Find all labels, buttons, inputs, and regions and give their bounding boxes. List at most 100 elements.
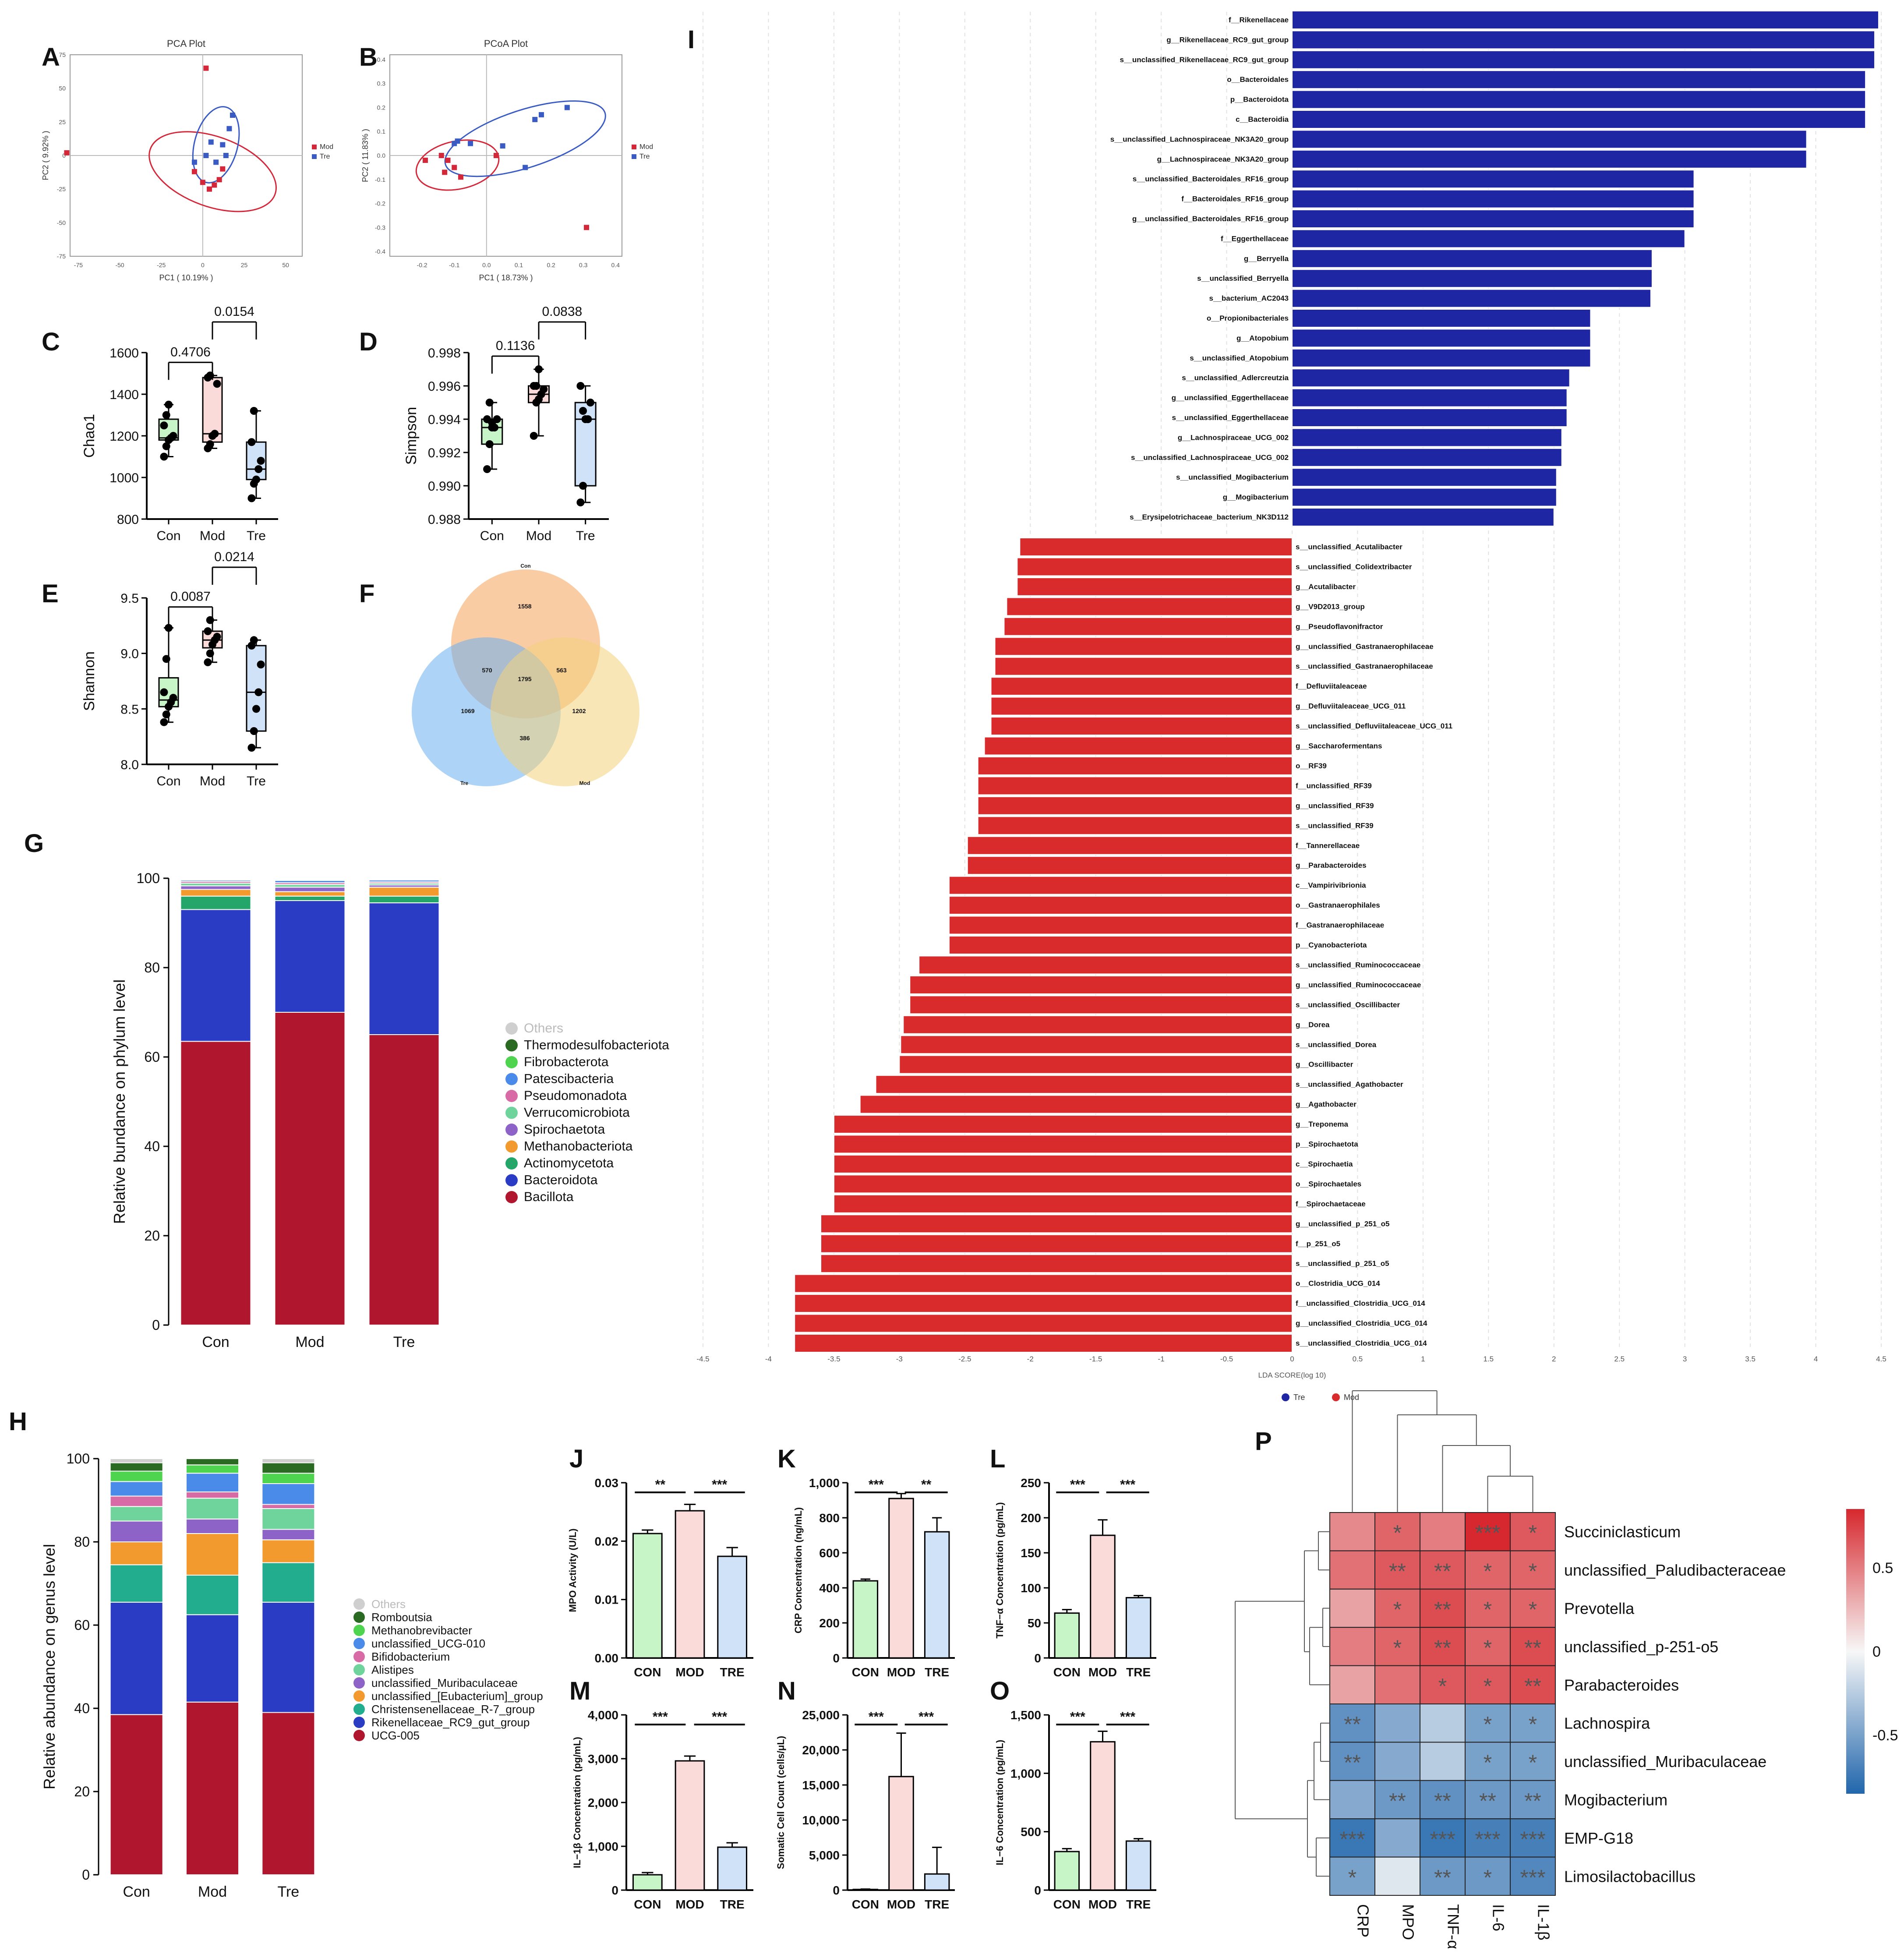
legend-swatch — [505, 1174, 518, 1187]
x-tick-label: 0.0 — [482, 262, 491, 269]
lda-bar-label: f__Bacteroidales_RF16_group — [1181, 195, 1289, 203]
y-tick-label: 2,000 — [588, 1796, 618, 1810]
x-tick-label: -0.5 — [1220, 1355, 1233, 1363]
legend-label: Methanobrevibacter — [371, 1624, 472, 1637]
legend-swatch — [312, 154, 317, 159]
y-tick-label: 0.994 — [428, 413, 461, 427]
lda-bar-mod — [967, 856, 1293, 875]
data-point — [162, 710, 170, 718]
significance-stars: * — [1484, 1712, 1492, 1737]
p-value-label: 0.0087 — [170, 590, 211, 604]
panel-letter-a: A — [42, 43, 60, 71]
data-point — [206, 440, 214, 448]
significance-stars: *** — [712, 1710, 727, 1724]
significance-stars: ** — [1344, 1712, 1361, 1737]
lda-bar-tre — [1292, 229, 1685, 248]
data-point-tre — [213, 159, 219, 165]
bar-mod — [1090, 1534, 1116, 1659]
significance-stars: * — [1438, 1674, 1447, 1698]
lda-bar-mod — [977, 776, 1293, 795]
legend-swatch — [632, 145, 636, 149]
data-point — [540, 385, 548, 393]
lda-bar-label: f__Rikenellaceae — [1229, 16, 1289, 24]
y-axis-label: IL−6 Concentration (pg/mL) — [994, 1740, 1005, 1866]
x-tick-label: TRE — [925, 1665, 949, 1679]
legend-label: unclassified_Muribaculaceae — [371, 1676, 518, 1689]
y-tick-label: 15,000 — [802, 1778, 840, 1792]
x-tick-label: 0.2 — [547, 262, 555, 269]
heatmap-column-label: MPO — [1399, 1904, 1417, 1940]
heatmap-cell — [1420, 1856, 1466, 1896]
data-point-tre — [191, 159, 197, 165]
significance-stars: ** — [655, 1477, 666, 1492]
heatmap-row-label: Mogibacterium — [1564, 1791, 1667, 1809]
y-axis-label: Relative bundance on phylum level — [110, 979, 128, 1224]
lda-bar-tre — [1292, 269, 1653, 288]
x-tick-label: TRE — [1126, 1898, 1151, 1911]
data-point — [206, 649, 214, 657]
bar-segment-actinomycetota — [180, 895, 251, 910]
y-tick-label: 8.5 — [120, 702, 139, 717]
x-tick-label: -0.2 — [417, 262, 427, 269]
significance-stars: ** — [1434, 1636, 1451, 1660]
lda-bar-label: s__unclassified_Clostridia_UCG_014 — [1296, 1339, 1427, 1347]
bar-tre — [1125, 1840, 1152, 1891]
x-tick-label: Mod — [200, 529, 225, 543]
y-tick-label: 600 — [819, 1546, 840, 1560]
y-tick-label: 0.990 — [428, 479, 461, 494]
bar-tre — [717, 1555, 748, 1659]
bar-mod — [1090, 1741, 1116, 1891]
bar-segment-spirochaetota — [180, 885, 251, 890]
legend-label: UCG-005 — [371, 1729, 420, 1742]
legend-swatch — [353, 1677, 365, 1689]
lda-bar-mod — [794, 1294, 1293, 1313]
bar-segment-bacillota — [274, 1012, 346, 1325]
venn-count-all: 1795 — [518, 675, 531, 682]
significance-stars: *** — [1120, 1710, 1135, 1724]
legend-label: Thermodesulfobacteriota — [524, 1038, 669, 1053]
venn-count-tre-only: 1069 — [461, 707, 474, 714]
bar-con — [1054, 1851, 1080, 1891]
lda-bar-label: s__unclassified_RF39 — [1296, 821, 1374, 830]
y-tick-label: 20,000 — [802, 1743, 840, 1757]
heatmap-cell — [1465, 1742, 1511, 1781]
data-point — [162, 655, 170, 663]
panel-letter-j: J — [569, 1445, 583, 1473]
significance-stars: ** — [1434, 1598, 1451, 1622]
p-value-label: 0.0214 — [214, 550, 254, 564]
lda-bar-label: f__Gastranaerophilaceae — [1296, 921, 1384, 930]
confidence-ellipse-tre — [192, 106, 240, 184]
lda-bar-label: s__unclassified_Acutalibacter — [1296, 543, 1402, 551]
chart-title: PCA Plot — [167, 38, 205, 49]
significance-stars: *** — [1520, 1865, 1545, 1890]
bar-segment-spirochaetota — [274, 887, 346, 892]
lda-bar-tre — [1292, 468, 1557, 487]
legend-label: Romboutsia — [371, 1611, 432, 1624]
legend-label: Christensenellaceae_R-7_group — [371, 1703, 535, 1716]
lda-bar-label: g__Parabacteroides — [1296, 861, 1367, 869]
colorbar — [1846, 1509, 1865, 1794]
y-tick-label: 100 — [67, 1451, 90, 1467]
lda-bar-mod — [875, 1075, 1293, 1094]
bar-segment-romboutsia — [186, 1458, 239, 1466]
legend-label: Bacteroidota — [524, 1173, 598, 1188]
data-point — [250, 407, 258, 415]
x-tick-label: Con — [480, 529, 504, 543]
significance-stars: * — [1393, 1636, 1402, 1660]
panel-letter-h: H — [9, 1407, 27, 1436]
lda-bar-label: g__unclassified_Bacteroidales_RF16_group — [1132, 215, 1289, 223]
legend-swatch — [1282, 1393, 1289, 1401]
heatmap-row-label: Parabacteroides — [1564, 1676, 1679, 1694]
bar-con — [632, 1533, 663, 1659]
lda-bar-label: o__RF39 — [1296, 762, 1327, 770]
panel-letter-p: P — [1255, 1427, 1272, 1456]
lda-bar-tre — [1292, 249, 1653, 268]
data-point-mod — [438, 153, 444, 158]
legend-label: unclassified_UCG-010 — [371, 1637, 485, 1650]
lda-bar-mod — [833, 1194, 1293, 1213]
data-point — [483, 465, 491, 473]
x-tick-label: -2 — [1027, 1355, 1034, 1363]
bar-segment-bacillota — [368, 1034, 440, 1325]
heatmap-cell — [1510, 1818, 1556, 1858]
data-point — [250, 727, 258, 735]
